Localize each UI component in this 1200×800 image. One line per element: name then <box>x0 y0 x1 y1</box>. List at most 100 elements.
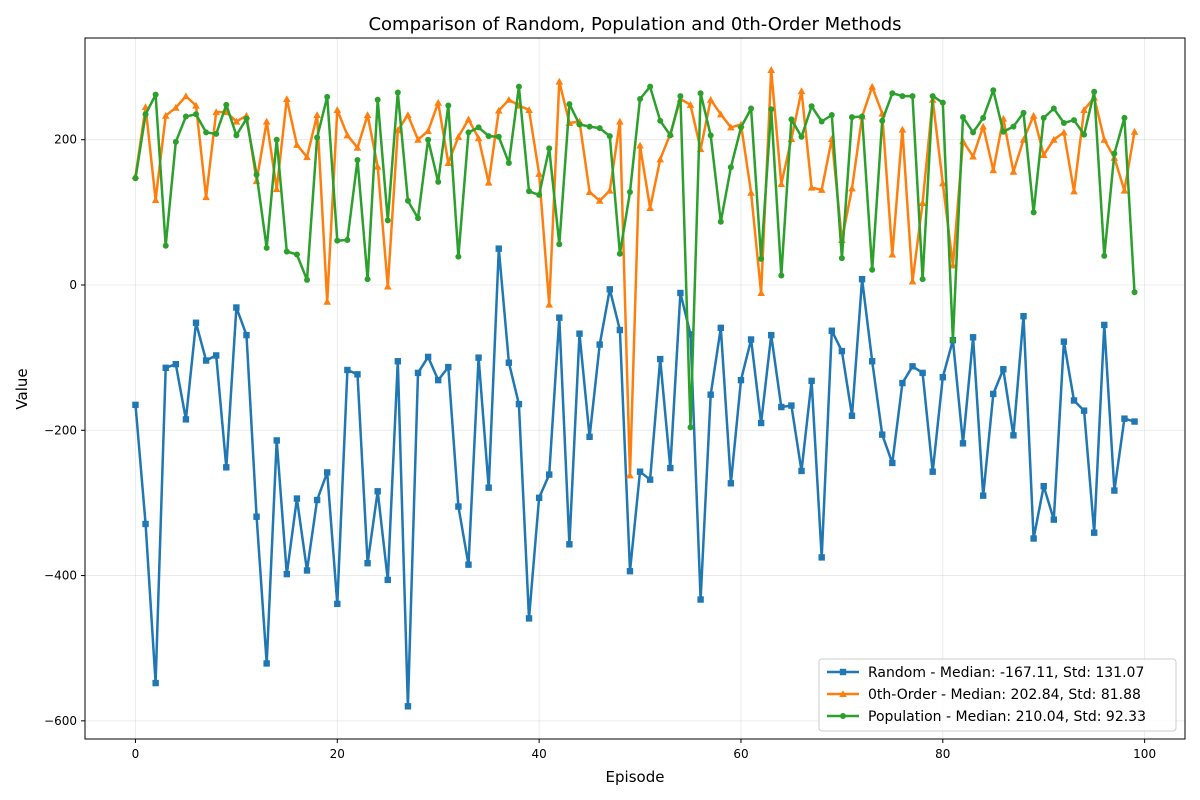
zeroth-order-series-line <box>134 68 1136 477</box>
population-data-point <box>172 138 179 145</box>
random-data-point <box>858 275 866 283</box>
zeroth-order-data-point <box>303 153 311 161</box>
random-data-point <box>677 289 684 297</box>
population-data-point <box>637 96 644 103</box>
random-data-point <box>1070 397 1078 404</box>
random-data-point <box>475 354 482 361</box>
zeroth-order-data-point <box>605 186 614 194</box>
population-data-point <box>263 244 270 251</box>
random-data-point <box>495 245 502 252</box>
chart-title: Comparison of Random, Population and 0th… <box>368 14 901 35</box>
zeroth-order-data-point <box>464 115 473 123</box>
population-data-point <box>586 123 593 130</box>
zeroth-order-data-point <box>1039 151 1048 158</box>
random-data-point <box>757 419 765 427</box>
zeroth-order-data-point <box>616 117 624 125</box>
population-data-point <box>546 145 553 152</box>
random-data-point <box>596 341 603 348</box>
random-data-point <box>919 369 926 377</box>
zeroth-order-data-point <box>636 141 644 149</box>
population-data-point <box>768 106 775 113</box>
random-data-point <box>616 326 624 334</box>
random-data-point <box>1080 407 1088 414</box>
population-data-point <box>1131 289 1138 296</box>
population-data-point <box>314 134 321 141</box>
random-data-point <box>223 464 230 471</box>
random-data-point <box>1111 487 1118 494</box>
zeroth-order-data-point <box>727 123 735 131</box>
zeroth-order-data-point <box>585 188 594 196</box>
population-data-point <box>213 130 220 137</box>
random-data-point <box>1131 418 1138 425</box>
random-data-point <box>384 576 391 584</box>
random-data-point <box>697 596 704 603</box>
random-legend-label: Random - Median: -167.11, Std: 131.07 <box>868 665 1144 681</box>
zeroth-order-data-point <box>888 250 897 258</box>
population-data-point <box>869 266 876 273</box>
random-data-point <box>687 331 694 338</box>
population-data-point <box>788 116 795 123</box>
population-data-point <box>606 133 613 140</box>
zeroth-order-data-point <box>747 188 755 196</box>
zeroth-order-data-point <box>1120 186 1129 194</box>
zeroth-order-data-point <box>848 184 856 192</box>
zeroth-order-data-point <box>151 196 160 204</box>
population-data-point <box>162 242 169 249</box>
population-data-point <box>293 251 300 258</box>
population-data-point <box>737 124 744 131</box>
random-data-point <box>162 364 169 371</box>
population-data-point <box>980 114 987 121</box>
population-data-point <box>1040 114 1047 121</box>
y-tick-label: 200 <box>54 133 77 147</box>
zeroth-order-data-point <box>454 132 463 140</box>
random-data-point <box>899 379 906 387</box>
zeroth-order-data-point <box>908 277 917 285</box>
zeroth-order-data-point <box>383 282 392 290</box>
population-data-point <box>758 255 765 262</box>
random-data-point <box>1121 415 1128 422</box>
random-data-point <box>1000 366 1007 373</box>
population-data-point <box>687 424 694 431</box>
population-data-point <box>616 250 623 257</box>
legend-box <box>818 658 1177 732</box>
population-data-point <box>384 217 391 224</box>
random-data-point <box>909 363 916 370</box>
random-data-point <box>132 401 139 409</box>
y-tick-label: −400 <box>44 569 77 583</box>
series-layer <box>131 66 1139 710</box>
population-data-point <box>778 272 785 279</box>
zeroth-order-data-point <box>1009 167 1018 175</box>
random-data-point <box>626 567 634 575</box>
population-data-point <box>515 83 522 90</box>
random-data-point <box>818 554 825 561</box>
population-data-point <box>142 111 149 118</box>
zeroth-order-data-point <box>424 127 432 135</box>
random-data-point <box>979 492 987 499</box>
zeroth-order-data-point <box>868 82 876 90</box>
population-data-point <box>848 114 855 121</box>
x-tick-label: 60 <box>733 747 748 761</box>
population-data-point <box>1111 150 1118 157</box>
random-data-point <box>505 359 513 366</box>
random-data-point <box>424 353 432 361</box>
zeroth-order-data-point <box>232 117 241 125</box>
zeroth-order-data-point <box>505 95 513 103</box>
population-data-point <box>990 87 997 94</box>
zeroth-order-data-point <box>767 66 776 74</box>
zeroth-order-data-point <box>161 111 170 119</box>
y-axis-label: Value <box>13 368 31 409</box>
random-data-point <box>868 358 876 365</box>
population-legend-marker <box>840 713 846 719</box>
zeroth-order-data-point <box>414 135 422 143</box>
population-data-point <box>152 91 159 98</box>
population-data-point <box>838 255 845 262</box>
plot-frame <box>84 37 1186 740</box>
zeroth-order-data-point <box>1060 128 1068 136</box>
zeroth-order-data-point <box>323 297 332 305</box>
zeroth-order-legend-marker <box>839 690 847 698</box>
random-data-point <box>515 400 523 408</box>
random-data-point <box>828 327 835 334</box>
random-data-point <box>455 503 462 510</box>
random-data-point <box>566 541 573 548</box>
